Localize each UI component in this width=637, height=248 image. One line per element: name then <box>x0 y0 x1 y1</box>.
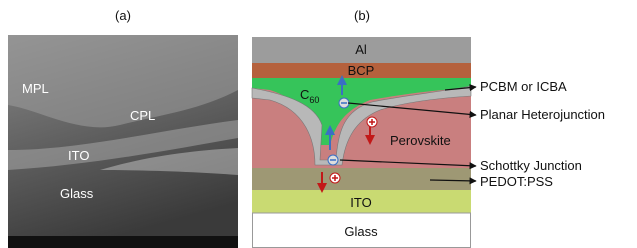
callout: PCBM or ICBA <box>480 79 567 94</box>
c60-base: C <box>300 87 309 102</box>
region-label: ITO <box>68 148 89 163</box>
layer-label: Perovskite <box>390 133 451 148</box>
region-label: MPL <box>22 81 49 96</box>
callout: Planar Heterojunction <box>480 107 605 122</box>
layer-label: Glass <box>344 224 378 239</box>
callout: PEDOT:PSS <box>480 174 553 189</box>
region-label: CPL <box>130 108 155 123</box>
c60-sub: 60 <box>309 95 319 105</box>
panel-label: (a) <box>115 8 131 23</box>
layer-label: ITO <box>350 195 371 210</box>
layer-label: BCP <box>348 63 375 78</box>
panel-label: (b) <box>354 8 370 23</box>
callout: Schottky Junction <box>480 158 582 173</box>
layer-label: Al <box>355 42 367 57</box>
sem-image <box>8 35 238 248</box>
region-label: Glass <box>60 186 94 201</box>
figure: (a) MPL CPL ITO Glass (b) Al BCP C60 Per… <box>0 0 637 248</box>
